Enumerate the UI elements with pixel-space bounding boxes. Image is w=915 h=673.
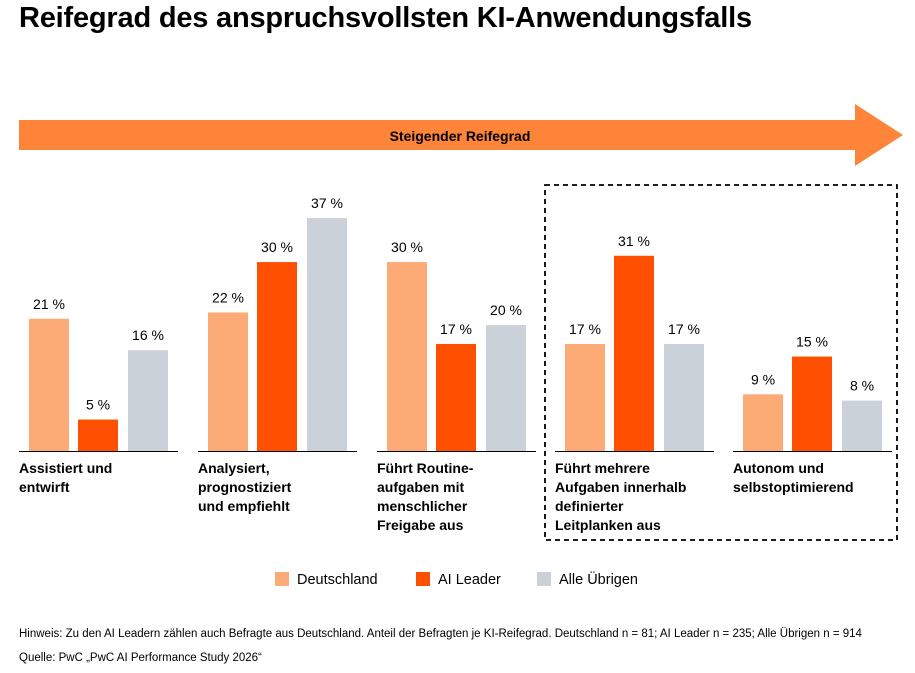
bar (436, 343, 476, 451)
category-label: entwirft (19, 479, 70, 495)
value-label: 17 % (440, 321, 472, 337)
maturity-arrow (19, 104, 903, 166)
category-label: definierter (555, 498, 624, 514)
legend: Deutschland AI Leader Alle Übrigen (275, 570, 638, 588)
legend-swatch (416, 572, 430, 586)
bar (78, 419, 118, 451)
category-label: Autonom und (733, 460, 824, 476)
category-label: Analysiert, (198, 460, 270, 476)
bar (29, 318, 69, 451)
bar (792, 356, 832, 451)
value-labels: 21 % 5 % 16 % 22 % 30 % 37 % 30 % 17 % 20 % 17 % 3… (33, 195, 874, 413)
bar (486, 325, 526, 451)
bar (565, 343, 605, 451)
value-label: 30 % (391, 239, 423, 255)
category-label: Assistiert und (19, 460, 112, 476)
value-label: 17 % (569, 321, 601, 337)
legend-label: AI Leader (438, 572, 501, 588)
category-labels: Assistiert und entwirft Analysiert, prognos… (19, 460, 854, 533)
category-label: und empfiehlt (198, 498, 290, 514)
category-label: Führt mehrere (555, 460, 650, 476)
bar (387, 262, 427, 451)
category-label: Leitplanken aus (555, 517, 661, 533)
bar (128, 350, 168, 451)
bar (307, 218, 347, 451)
category-label: Freigabe aus (377, 517, 464, 533)
highlight-box (544, 184, 898, 541)
value-label: 17 % (668, 321, 700, 337)
category-label: menschlicher (377, 498, 468, 514)
legend-label: Alle Übrigen (559, 570, 638, 588)
value-label: 5 % (86, 397, 110, 413)
value-label: 30 % (261, 239, 293, 255)
value-label: 21 % (33, 296, 65, 312)
value-label: 15 % (796, 334, 828, 350)
bars (29, 218, 882, 451)
value-label: 8 % (850, 378, 874, 394)
bar (208, 312, 248, 451)
legend-swatch (537, 572, 551, 586)
category-label: Führt Routine- (377, 460, 474, 476)
bar (614, 255, 654, 451)
category-label: selbstoptimierend (733, 479, 854, 495)
value-label: 22 % (212, 289, 244, 305)
bar (664, 343, 704, 451)
bar (743, 394, 783, 451)
category-label: prognostiziert (198, 479, 292, 495)
legend-swatch (275, 572, 289, 586)
value-label: 37 % (311, 195, 343, 211)
bar (257, 262, 297, 451)
value-label: 20 % (490, 302, 522, 318)
footnote: Hinweis: Zu den AI Leadern zählen auch B… (19, 628, 862, 640)
category-label: Aufgaben innerhalb (555, 479, 686, 495)
value-label: 9 % (751, 371, 775, 387)
arrow-label: Steigender Reifegrad (390, 128, 531, 144)
value-label: 31 % (618, 233, 650, 249)
legend-label: Deutschland (297, 572, 378, 588)
value-label: 16 % (132, 327, 164, 343)
bar (842, 400, 882, 451)
chart-title: Reifegrad des anspruchsvollsten KI-Anwen… (19, 2, 752, 34)
category-label: aufgaben mit (377, 479, 464, 495)
source-note: Quelle: PwC „PwC AI Performance Study 20… (19, 652, 262, 664)
